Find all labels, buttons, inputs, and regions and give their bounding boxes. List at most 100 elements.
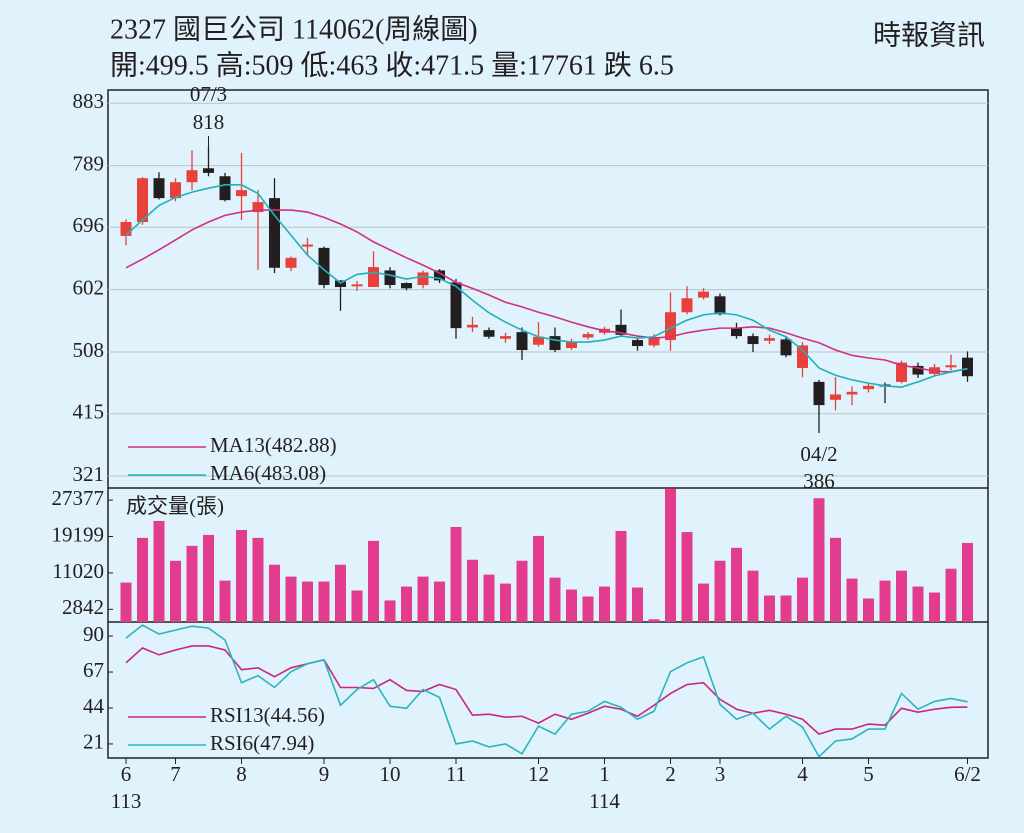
volume-bar <box>434 581 445 622</box>
candle-body <box>269 198 280 268</box>
panel-title: 成交量(張) <box>126 494 224 518</box>
volume-bar <box>302 581 313 622</box>
volume-bar <box>599 586 610 622</box>
candle-body <box>252 202 264 213</box>
candle-body <box>912 365 924 375</box>
x-tick-label: 6/2 <box>954 762 981 786</box>
candle-body <box>731 328 742 337</box>
x-year-label: 114 <box>589 789 620 813</box>
annotation-date: 04/2 <box>800 442 837 466</box>
annotation-date: 07/3 <box>190 82 227 106</box>
volume-bar <box>698 583 709 622</box>
x-tick-label: 11 <box>446 762 466 786</box>
y-tick-label: 415 <box>73 400 105 424</box>
chart-title: 2327 國巨公司 114062(周線圖) <box>110 13 478 45</box>
volume-bar <box>483 574 495 622</box>
candle-body <box>863 385 874 390</box>
volume-bar <box>929 592 940 622</box>
volume-bar <box>203 534 214 622</box>
candle-body <box>764 338 775 341</box>
volume-bar <box>549 577 561 622</box>
plot-frame <box>107 89 989 759</box>
y-tick-label: 508 <box>73 338 105 362</box>
volume-bar <box>648 619 660 622</box>
chart-subtitle: 開:499.5 高:509 低:463 收:471.5 量:17761 跌 6.… <box>110 49 674 81</box>
candle-body <box>170 182 181 199</box>
y-tick-label: 19199 <box>52 522 105 546</box>
candle-body <box>632 340 643 347</box>
volume-bar <box>615 530 627 622</box>
volume-bar <box>120 582 132 622</box>
volume-bar <box>962 542 973 622</box>
volume-bar <box>632 587 643 622</box>
legend-label: MA6(483.08) <box>210 461 326 485</box>
volume-bar <box>186 545 198 622</box>
candle-body <box>203 168 214 173</box>
volume-bar <box>516 560 528 622</box>
volume-bar <box>566 589 577 622</box>
volume-bar <box>335 564 346 622</box>
candle-body <box>830 394 841 400</box>
volume-bar <box>351 590 363 622</box>
annotation-value: 386 <box>803 469 835 493</box>
candle-body <box>962 357 973 377</box>
y-tick-label: 11020 <box>52 559 104 583</box>
volume-bar <box>137 537 148 622</box>
rsi-line <box>125 624 968 759</box>
candle-body <box>368 267 379 288</box>
legend-label: RSI13(44.56) <box>210 703 325 727</box>
legend-label: RSI6(47.94) <box>210 731 314 755</box>
volume-bar <box>467 559 478 622</box>
x-tick-label: 3 <box>715 762 726 786</box>
source: 時報資訊 <box>873 19 985 51</box>
volume-bar <box>731 547 742 622</box>
volume-bar <box>450 526 462 622</box>
volume-bar <box>912 586 924 622</box>
x-tick-label: 8 <box>236 762 247 786</box>
volume-bar <box>813 498 825 622</box>
volume-bar <box>500 583 511 622</box>
volume-bar <box>780 595 792 622</box>
candle-body <box>533 336 544 345</box>
y-tick-label: 321 <box>73 462 105 486</box>
volume-bar <box>384 600 396 622</box>
candle-body <box>351 284 363 287</box>
volume-bar <box>681 532 693 622</box>
candle-body <box>516 332 528 351</box>
x-tick-label: 9 <box>319 762 330 786</box>
y-tick-label: 696 <box>73 213 105 237</box>
y-tick-label: 21 <box>83 730 104 754</box>
volume-bar <box>714 560 726 622</box>
x-year-label: 113 <box>111 789 142 813</box>
candle-body <box>137 178 148 223</box>
candle-body <box>648 338 660 346</box>
y-tick-label: 2842 <box>62 595 104 619</box>
y-tick-label: 883 <box>73 89 105 113</box>
candle-body <box>566 342 577 349</box>
candle-body <box>483 330 495 337</box>
candle-body <box>500 336 511 339</box>
candle-body <box>665 312 676 341</box>
volume-bar <box>879 580 891 622</box>
candle-body <box>318 247 330 286</box>
x-tick-label: 7 <box>170 762 181 786</box>
y-tick-label: 90 <box>83 622 104 646</box>
x-tick-label: 5 <box>863 762 874 786</box>
volume-bar <box>170 560 181 622</box>
volume-bar <box>945 568 957 622</box>
volume-bar <box>285 576 297 622</box>
volume-bar <box>219 580 231 622</box>
volume-bar <box>846 578 858 622</box>
volume-bar <box>401 586 412 622</box>
volume-bar <box>764 595 775 622</box>
candle-body <box>582 334 594 338</box>
volume-bar <box>797 577 808 622</box>
x-tick-label: 4 <box>797 762 808 786</box>
candle-body <box>219 176 231 201</box>
candle-body <box>120 222 132 236</box>
volume-bar <box>533 535 544 622</box>
candle-body <box>450 282 462 329</box>
y-tick-label: 67 <box>83 658 104 682</box>
volume-bar <box>252 537 264 622</box>
